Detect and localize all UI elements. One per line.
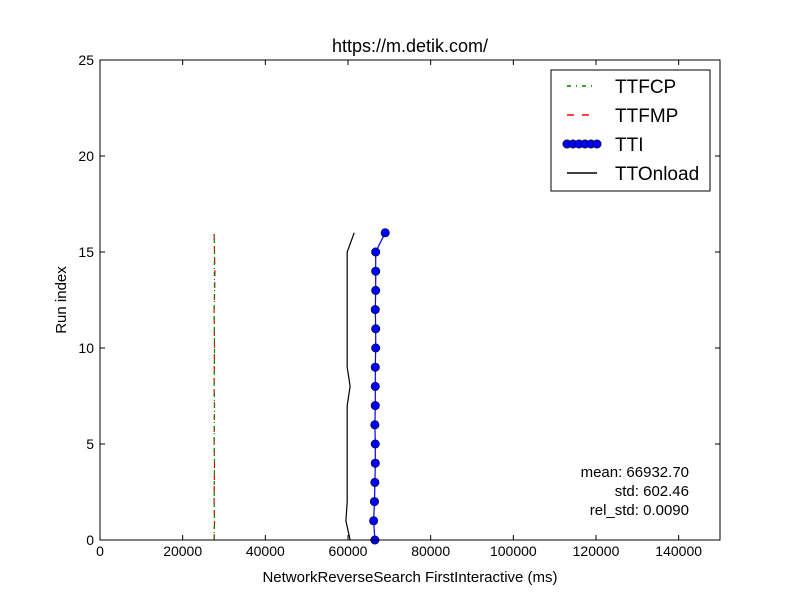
y-tick-label: 0 <box>86 532 94 548</box>
data-point-tti <box>371 421 379 429</box>
data-point-tti <box>371 440 379 448</box>
legend-label-ttfmp: TTFMP <box>615 106 678 127</box>
y-tick-label: 20 <box>78 148 94 164</box>
x-tick-label: 40000 <box>246 543 285 559</box>
data-point-tti <box>371 478 379 486</box>
data-point-tti <box>371 363 379 371</box>
data-point-tti <box>371 382 379 390</box>
x-tick-label: 60000 <box>329 543 368 559</box>
legend: TTFCP TTFMP TTI TTOnload <box>551 70 710 191</box>
y-tick-label: 15 <box>78 244 94 260</box>
x-tick-label: 20000 <box>163 543 202 559</box>
y-axis-label: Run index <box>53 266 70 334</box>
x-tick-label: 140000 <box>655 543 702 559</box>
data-point-tti <box>371 248 379 256</box>
x-tick-label: 120000 <box>573 543 620 559</box>
data-point-tti <box>371 344 379 352</box>
data-point-tti <box>371 305 379 313</box>
legend-label-tti: TTI <box>615 135 644 156</box>
x-tick-label: 80000 <box>411 543 450 559</box>
stats-rel-std: rel_std: 0.0090 <box>590 502 689 519</box>
data-point-tti <box>381 229 389 237</box>
x-tick-label: 100000 <box>490 543 537 559</box>
data-point-tti <box>371 459 379 467</box>
data-point-tti <box>370 497 378 505</box>
stats-std: std: 602.46 <box>615 483 689 500</box>
stats-mean: mean: 66932.70 <box>581 464 689 481</box>
data-point-tti <box>371 325 379 333</box>
x-axis-label: NetworkReverseSearch FirstInteractive (m… <box>262 569 557 586</box>
y-tick-label: 25 <box>78 52 94 68</box>
data-point-tti <box>371 286 379 294</box>
data-point-tti <box>371 401 379 409</box>
chart-title: https://m.detik.com/ <box>332 36 488 56</box>
legend-marker-tti <box>593 140 601 148</box>
y-tick-label: 5 <box>86 436 94 452</box>
y-tick-label: 10 <box>78 340 94 356</box>
x-tick-label: 0 <box>96 543 104 559</box>
legend-label-ttfcp: TTFCP <box>615 77 676 98</box>
data-point-tti <box>371 267 379 275</box>
legend-label-ttonload: TTOnload <box>615 164 699 185</box>
data-point-tti <box>369 517 377 525</box>
